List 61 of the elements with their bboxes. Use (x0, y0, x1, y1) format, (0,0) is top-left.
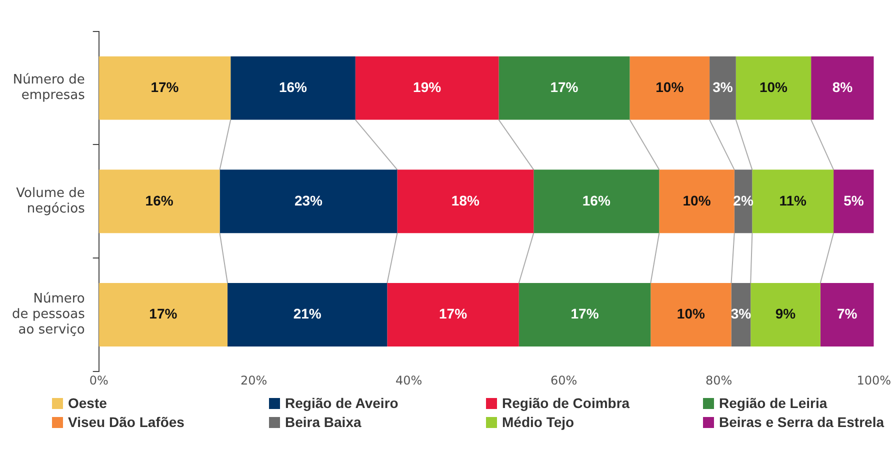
data-label: 23% (294, 192, 324, 208)
data-label: 10% (682, 192, 712, 208)
data-label: 21% (293, 306, 322, 322)
bar (518, 283, 651, 346)
data-label: 16% (145, 192, 174, 208)
legend-label: Beiras e Serra da Estrela (718, 414, 886, 430)
data-label: 17% (550, 78, 579, 95)
data-label: 9% (775, 306, 796, 322)
bar (355, 56, 499, 120)
data-label: 10% (759, 78, 788, 95)
legend-label: Viseu Dão Lafões (67, 414, 186, 430)
bar (397, 170, 534, 234)
x-tick-label: 20% (240, 374, 268, 388)
bar (498, 56, 630, 120)
bar (630, 56, 710, 120)
data-label: 17% (439, 306, 468, 322)
bar (98, 56, 231, 120)
data-label: 17% (570, 306, 600, 322)
bar (220, 170, 398, 234)
bar (659, 170, 734, 234)
data-label: 17% (150, 78, 180, 95)
legend-label: Oeste (67, 395, 108, 411)
legend-label: Região de Leiria (718, 395, 828, 411)
y-tick-label: Número de pessoas ao serviço (12, 292, 86, 338)
data-label: 17% (149, 306, 178, 322)
legend-label: Médio Tejo (501, 414, 576, 430)
data-label: 19% (413, 78, 442, 95)
bar (750, 283, 820, 346)
bar (710, 56, 736, 120)
bar (736, 56, 812, 120)
y-tick-label: Número de empresas (12, 72, 86, 104)
bar (387, 283, 519, 346)
bar (811, 56, 874, 120)
data-label: 16% (278, 78, 308, 95)
bar (98, 283, 228, 346)
bar (752, 170, 834, 234)
bar (820, 283, 874, 346)
legend-label: Região de Aveiro (284, 395, 400, 411)
data-label: 3% (712, 78, 734, 95)
data-label: 8% (832, 78, 854, 95)
bar (230, 56, 356, 120)
bar (98, 170, 220, 234)
bar (834, 170, 874, 234)
data-label: 10% (676, 306, 706, 322)
data-label: 5% (844, 192, 864, 208)
data-label: 7% (836, 306, 858, 322)
y-tick-label: Volume de negócios (16, 186, 86, 217)
bar (534, 170, 660, 234)
bar (650, 283, 732, 346)
data-label: 18% (451, 192, 480, 208)
data-label: 11% (779, 192, 808, 208)
data-label: 16% (582, 192, 611, 208)
bar (228, 283, 388, 346)
x-tick-label: 100% (856, 374, 892, 388)
legend-label: Beira Baixa (284, 414, 362, 430)
legend-label: Região de Coimbra (501, 395, 631, 411)
x-tick-label: 80% (706, 374, 732, 388)
data-label: 10% (656, 78, 684, 95)
x-tick-label: 40% (396, 374, 422, 388)
x-tick-label: 0% (89, 374, 108, 388)
x-tick-label: 60% (550, 374, 578, 388)
